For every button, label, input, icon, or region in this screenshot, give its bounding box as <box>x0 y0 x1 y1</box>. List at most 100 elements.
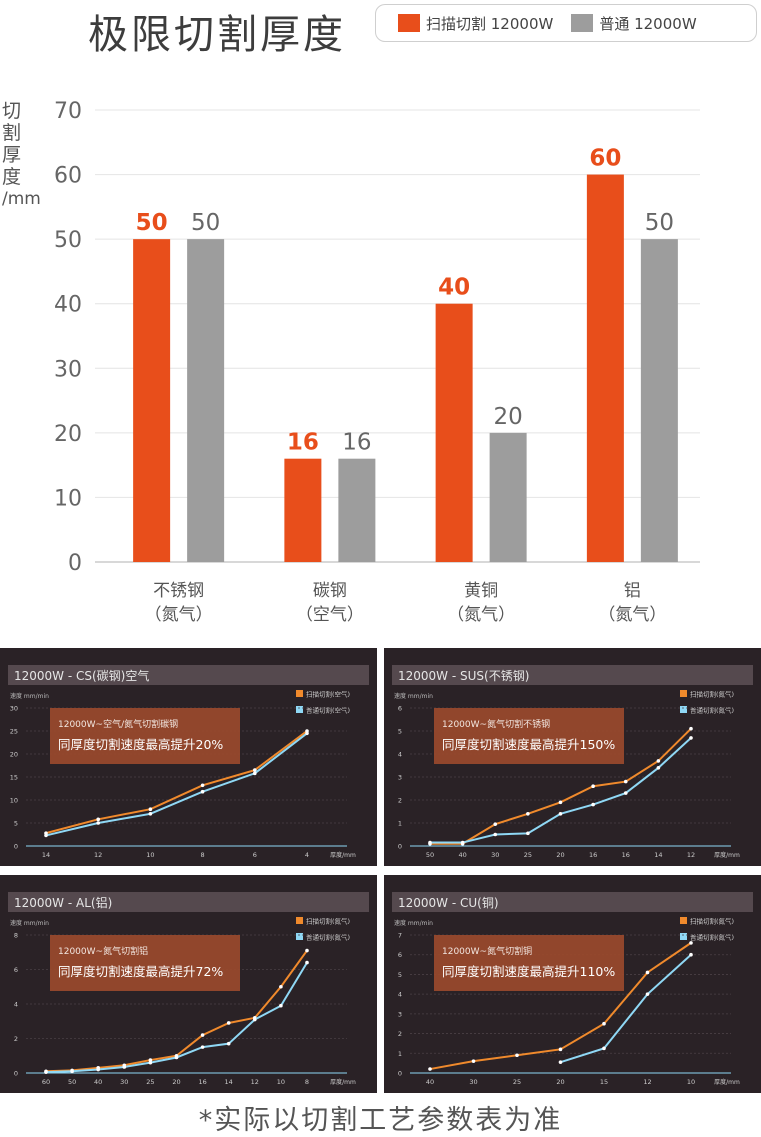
panel-data-point <box>602 1046 606 1051</box>
panel-data-point <box>645 992 650 996</box>
panel-data-point <box>558 812 563 816</box>
category-label: 不锈钢 <box>153 581 204 601</box>
panel-data-point <box>253 771 257 776</box>
panel-y-axis-label: 速度 mm/min <box>10 692 49 700</box>
panel-legend-label: 扫描切割(氮气) <box>690 690 734 699</box>
panel-y-tick-label: 2 <box>398 1030 402 1038</box>
panel-data-point <box>656 759 661 763</box>
panel-annotation-line1: 12000W~氮气切割铝 <box>58 945 148 957</box>
panel-data-point <box>591 784 595 788</box>
panel-data-point <box>689 952 693 957</box>
panel-y-tick-label: 0 <box>398 1070 402 1078</box>
panel-data-point <box>253 768 257 772</box>
data-label: 20 <box>493 404 522 430</box>
legend-swatch-normal <box>571 14 594 32</box>
panel-annotation-line1: 12000W~氮气切割不锈钢 <box>442 718 550 730</box>
panel-x-tick-label: 12 <box>643 1078 651 1086</box>
panel-y-tick-label: 2 <box>398 797 402 805</box>
sus-speed-line-chart: 12000W - SUS(不锈钢) 速度 mm/min 扫描切割(氮气) 普通切割(氮… <box>392 665 753 859</box>
panel-x-tick-label: 4 <box>305 851 309 859</box>
panel-data-point <box>200 1045 205 1049</box>
panel-data-point <box>174 1055 179 1060</box>
panel-y-tick-label: 0 <box>14 1070 18 1078</box>
panel-data-point <box>602 1021 606 1026</box>
y-axis-label-char: 度 <box>2 166 22 188</box>
panel-legend-swatch <box>296 933 303 940</box>
panel-x-tick-label: 25 <box>524 851 532 859</box>
panel-y-tick-label: 15 <box>10 774 18 782</box>
panel-data-point <box>558 1047 563 1052</box>
panel-data-point <box>471 1059 476 1063</box>
panel-y-tick-label: 4 <box>398 991 402 999</box>
panel-x-tick-label: 40 <box>426 1078 434 1086</box>
panel-data-point <box>460 840 465 845</box>
panel-y-tick-label: 20 <box>10 751 18 759</box>
category-note: （氮气） <box>447 605 515 625</box>
panel-x-axis-label: 厚度/mm <box>330 851 356 859</box>
category-note: （氮气） <box>598 605 666 625</box>
panel-data-point <box>305 948 309 953</box>
panel-data-point <box>428 1067 432 1071</box>
cu-speed-line-chart: 12000W - CU(铜) 速度 mm/min 扫描切割(氮气) 普通切割(氮气) 0… <box>392 892 753 1086</box>
y-axis-label-char: 割 <box>2 122 22 144</box>
panel-legend-swatch <box>296 706 303 713</box>
panel-y-tick-label: 3 <box>398 1010 402 1018</box>
panel-data-point <box>148 1058 153 1062</box>
panel-x-tick-label: 14 <box>42 851 50 859</box>
panel-y-tick-label: 5 <box>14 820 18 828</box>
panel-y-tick-label: 2 <box>14 1035 18 1043</box>
y-tick-label: 60 <box>54 164 82 189</box>
panel-annotation-line2: 同厚度切割速度最高提升20% <box>58 737 223 752</box>
panel-x-tick-label: 16 <box>198 1078 206 1086</box>
y-axis-label-char: 厚 <box>2 144 22 166</box>
panel-y-tick-label: 0 <box>398 843 402 851</box>
panel-data-point <box>200 1033 205 1037</box>
panel-data-point <box>96 821 100 825</box>
chart-legend: 扫描切割 12000W 普通 12000W <box>375 4 757 42</box>
panel-sus-stainless: 12000W - SUS(不锈钢) 速度 mm/min 扫描切割(氮气) 普通切割(氮… <box>384 648 761 866</box>
legend-label-scan: 扫描切割 12000W <box>426 14 554 33</box>
panel-data-point <box>526 812 530 816</box>
panel-data-point <box>689 736 693 740</box>
y-tick-label: 70 <box>54 99 82 124</box>
panel-y-tick-label: 3 <box>398 774 402 782</box>
panel-data-point <box>656 766 661 770</box>
panel-data-point <box>70 1069 74 1074</box>
panel-y-tick-label: 1 <box>398 1050 402 1058</box>
panel-x-tick-label: 12 <box>687 851 695 859</box>
panel-legend-swatch <box>680 706 687 713</box>
panel-data-point <box>148 807 153 811</box>
category-label: 铝 <box>624 581 641 601</box>
bar-scan <box>586 174 624 563</box>
panel-legend-label: 普通切割(氮气) <box>306 933 350 942</box>
data-label: 60 <box>589 146 621 172</box>
panel-x-tick-label: 8 <box>201 851 205 859</box>
panel-legend-swatch <box>680 690 687 697</box>
category-note: （空气） <box>296 605 364 625</box>
panel-y-tick-label: 8 <box>14 932 18 940</box>
panel-x-tick-label: 30 <box>491 851 499 859</box>
panel-annotation-box <box>434 935 624 991</box>
panel-data-point <box>200 783 205 788</box>
panel-data-point <box>689 941 693 945</box>
panel-data-point <box>526 831 530 836</box>
panel-annotation-box <box>50 935 240 991</box>
panel-x-tick-label: 40 <box>458 851 466 859</box>
data-label: 16 <box>342 430 371 456</box>
panel-y-tick-label: 1 <box>398 820 402 828</box>
panel-y-tick-label: 6 <box>398 951 402 959</box>
panel-series-line <box>45 730 308 835</box>
bar-scan <box>435 303 473 562</box>
panel-data-point <box>226 1021 231 1025</box>
panel-x-tick-label: 50 <box>68 1078 76 1086</box>
panel-data-point <box>305 960 309 965</box>
bar-scan <box>284 458 322 562</box>
panel-legend-label: 普通切割(氮气) <box>690 933 734 942</box>
y-axis-label-char: 切 <box>2 100 22 122</box>
panel-data-point <box>493 822 498 826</box>
panel-x-tick-label: 30 <box>469 1078 477 1086</box>
category-note: （氮气） <box>145 605 213 625</box>
panel-x-tick-label: 10 <box>146 851 154 859</box>
panel-data-point <box>558 1060 563 1064</box>
category-label: 黄铜 <box>464 581 498 601</box>
